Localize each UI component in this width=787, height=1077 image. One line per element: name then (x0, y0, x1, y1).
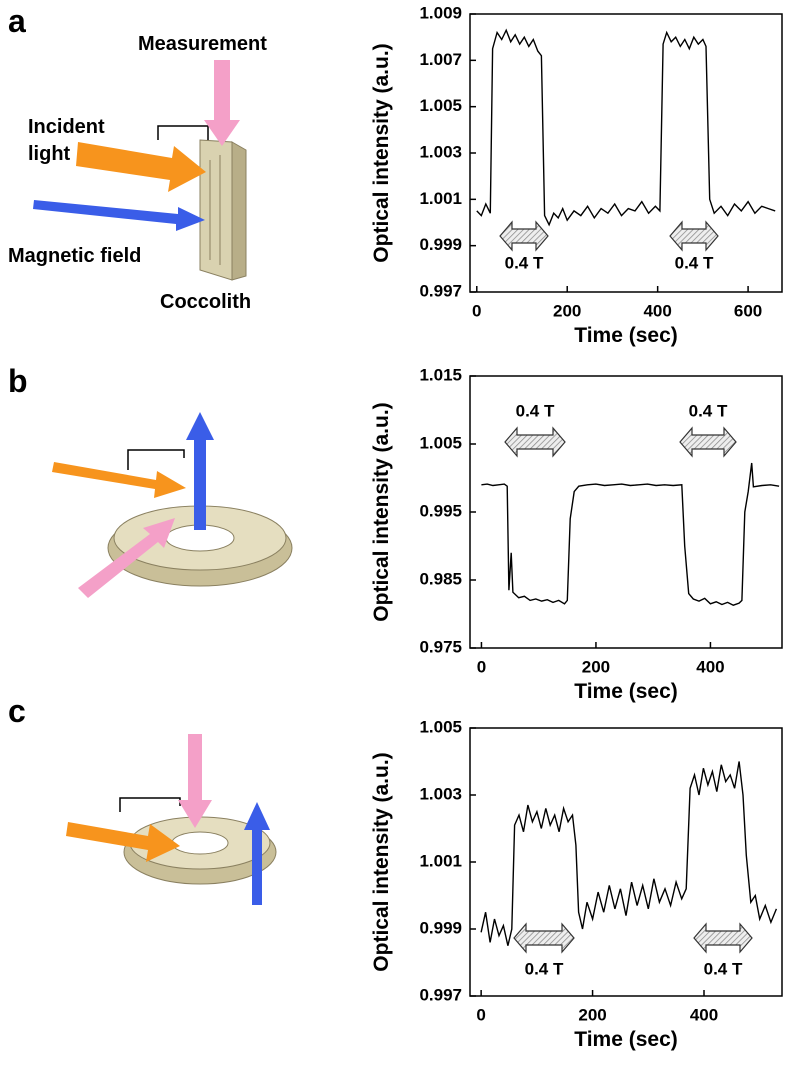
x-tick-label: 200 (578, 1005, 606, 1024)
y-tick-label: 1.005 (419, 717, 462, 736)
trace (480, 761, 778, 946)
trace (481, 462, 780, 606)
x-tick-label: 0 (472, 301, 481, 320)
y-tick-label: 1.009 (419, 3, 462, 22)
annotation: 0.4 T (675, 253, 714, 272)
field-arrow (679, 426, 737, 458)
x-tick-label: 600 (734, 301, 762, 320)
y-tick-label: 0.997 (419, 281, 462, 300)
y-tick-label: 1.003 (419, 142, 462, 161)
annotation: 0.4 T (525, 959, 564, 978)
x-axis-title: Time (sec) (574, 324, 678, 347)
y-tick-label: 1.003 (419, 784, 462, 803)
y-axis-title: Optical intensity (a.u.) (370, 402, 393, 621)
label-coccolith: Coccolith (160, 291, 251, 313)
field-arrow (693, 922, 753, 954)
x-axis-title: Time (sec) (574, 1028, 678, 1051)
label-magnetic-field: Magnetic field (8, 245, 141, 267)
plot-frame (469, 13, 783, 293)
y-tick-label: 1.007 (419, 50, 462, 69)
x-tick-label: 200 (582, 657, 610, 676)
x-tick-label: 400 (696, 657, 724, 676)
x-axis-title: Time (sec) (574, 680, 678, 703)
trace (476, 28, 776, 227)
label-incident: Incident (28, 116, 105, 138)
illustration-a (33, 60, 247, 281)
annotation: 0.4 T (704, 959, 743, 978)
panel-letter: a (8, 3, 26, 39)
annotation: 0.4 T (505, 253, 544, 272)
label-incident: light (28, 143, 71, 165)
label-measurement: Measurement (138, 33, 267, 55)
x-tick-label: 200 (553, 301, 581, 320)
y-tick-label: 1.005 (419, 433, 462, 452)
y-tick-label: 0.975 (419, 637, 462, 656)
annotation: 0.4 T (689, 401, 728, 420)
y-tick-label: 1.005 (419, 96, 462, 115)
annotation: 0.4 T (516, 401, 555, 420)
y-tick-label: 1.001 (419, 189, 462, 208)
panel-letter: c (8, 693, 26, 729)
y-tick-label: 0.999 (419, 918, 462, 937)
panel-letter: b (8, 363, 28, 399)
y-tick-label: 0.985 (419, 569, 462, 588)
y-tick-label: 1.001 (419, 851, 462, 870)
field-arrow (669, 220, 719, 252)
y-tick-label: 0.997 (419, 985, 462, 1004)
illustration-c (66, 734, 277, 905)
x-tick-label: 0 (477, 657, 486, 676)
x-tick-label: 400 (643, 301, 671, 320)
y-tick-label: 0.995 (419, 501, 462, 520)
y-axis-title: Optical intensity (a.u.) (370, 43, 393, 262)
illustration-b (52, 412, 293, 598)
plot-frame (469, 727, 783, 997)
y-tick-label: 0.999 (419, 235, 462, 254)
field-arrow (499, 220, 549, 252)
y-tick-label: 1.015 (419, 365, 462, 384)
x-tick-label: 0 (476, 1005, 485, 1024)
y-axis-title: Optical intensity (a.u.) (370, 752, 393, 971)
field-arrow (504, 426, 566, 458)
field-arrow (513, 922, 575, 954)
x-tick-label: 400 (690, 1005, 718, 1024)
